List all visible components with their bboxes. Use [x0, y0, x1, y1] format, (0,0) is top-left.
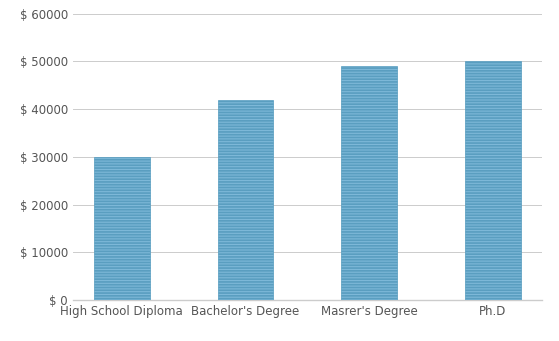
- Bar: [94, 157, 150, 300]
- Bar: [218, 100, 273, 300]
- Bar: [465, 61, 521, 300]
- Bar: [342, 66, 397, 300]
